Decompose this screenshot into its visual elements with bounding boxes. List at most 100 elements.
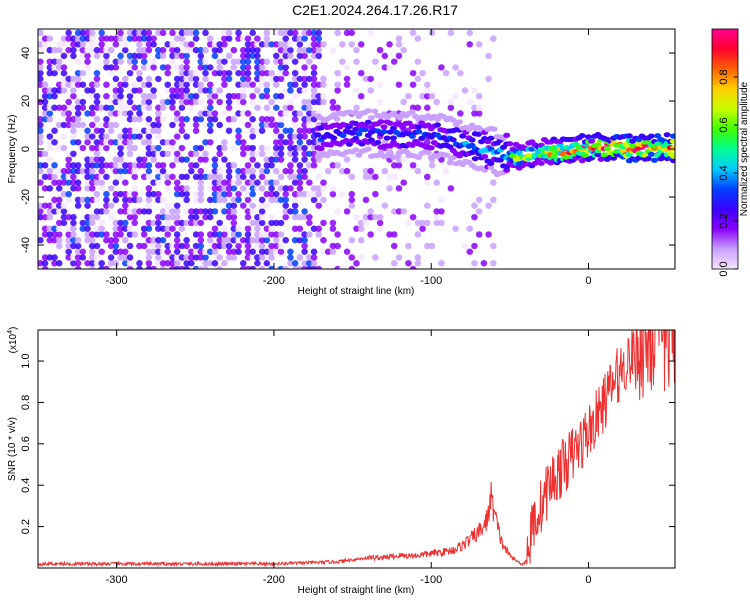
spectrogram-cell [131,52,139,60]
spectrogram-ridge-cell [333,116,341,122]
spectrogram-cell [324,248,332,255]
spectrogram-cell [183,52,190,60]
spectrogram-cell [272,196,280,204]
spectrogram-ridge-cell [374,139,382,146]
spectrogram-cell [263,144,271,152]
spectrogram-cell [117,133,124,140]
spectrogram-cell [60,81,68,88]
spectrogram-ridge-cell [562,154,570,160]
spectrogram-cell [159,248,167,255]
spectrogram-cell [438,208,445,215]
spectrogram-cell [188,41,195,48]
spectrogram-cell [296,213,304,221]
spectrogram-cell [93,52,101,60]
spectrogram-cell [140,93,148,100]
spectrogram-cell [287,167,294,175]
spectrogram-cell [249,98,256,106]
spectrogram-cell [51,104,58,111]
spectrogram-cell [188,150,195,157]
spectrogram-x-tick-label: -300 [106,275,128,287]
spectrogram-cell [197,190,205,198]
spectrogram-cell [126,254,134,261]
spectrogram-cell [46,156,54,163]
snr-y-tick-label: 0.4 [20,478,32,493]
spectrogram-cell [46,116,54,123]
spectrogram-cell [112,196,120,204]
spectrogram-cell [178,185,186,192]
spectrogram-cell [46,35,54,42]
spectrogram-cell [249,219,256,227]
spectrogram-cell [178,75,186,83]
spectrogram-cell [471,202,478,209]
spectrogram-cell [169,173,176,181]
spectrogram-cell [409,29,417,37]
spectrogram-cell [46,104,54,111]
spectrogram-cell [136,87,143,94]
spectrogram-cell [206,213,214,221]
spectrogram-cell [225,190,233,198]
spectrogram-cell [112,139,120,146]
spectrogram-cell [235,196,242,204]
spectrogram-cell [60,104,68,111]
spectrogram-cell [211,110,219,117]
spectrogram-cell [173,185,181,192]
spectrogram-cell [235,248,242,255]
spectrogram-cell [235,237,242,244]
spectrogram-cell [239,98,247,106]
spectrogram-ridge-cell [456,119,464,125]
spectrogram-cell [41,81,49,88]
spectrogram-cell [372,213,379,221]
spectrogram-cell [60,173,68,181]
spectrogram-cell [244,52,252,60]
spectrogram-cell [315,265,323,269]
spectrogram-cell [206,196,214,204]
spectrogram-cell [334,87,341,94]
spectrogram-cell [145,150,153,157]
spectrogram-cell [192,81,200,88]
spectrogram-cell [419,69,426,77]
spectrogram-cell [221,260,228,267]
spectrogram-ridge-cell [449,155,457,161]
spectrogram-cell [126,242,134,250]
spectrogram-cell [315,231,323,238]
spectrogram-cell [88,173,96,181]
spectrogram-cell [296,139,304,146]
spectrogram-cell [79,254,87,261]
spectrogram-cell [84,46,91,54]
spectrogram-cell [159,104,167,111]
spectrogram-cell [60,121,68,129]
spectrogram-cell [150,87,157,94]
spectrogram-cell [98,139,106,146]
spectrogram-cell [150,190,157,198]
spectrogram-cell [390,231,398,238]
spectrogram-cell [164,225,172,232]
spectrogram-cell [310,46,318,54]
spectrogram-cell [140,52,148,60]
spectrogram-cell [65,167,72,175]
spectrogram-cell [183,242,190,250]
spectrogram-cell [88,185,96,192]
spectrogram-cell [150,58,157,65]
spectrogram-ridge-cell [349,130,357,136]
spectrogram-cell [230,179,238,186]
spectrogram-cell [202,248,209,255]
spectrogram-cell [249,150,256,157]
spectrogram-cell [65,225,72,232]
spectrogram-cell [74,29,82,37]
spectrogram-cell [112,248,120,255]
spectrogram-cell [433,98,441,106]
spectrogram-cell [145,162,153,169]
spectrogram-cell [55,237,63,244]
spectrogram-ridge-cell [588,138,596,144]
spectrogram-cell [164,242,172,250]
spectrogram-cell [41,162,49,169]
spectrogram-cell [254,237,261,244]
spectrogram-ridge-cell [625,133,633,139]
spectrogram-ridge-cell [506,141,514,147]
spectrogram-cell [117,98,124,106]
spectrogram-cell [183,64,190,71]
spectrogram-cell [74,69,82,77]
spectrogram-cell [164,139,172,146]
spectrogram-cell [126,225,134,232]
spectrogram-cell [192,144,200,152]
